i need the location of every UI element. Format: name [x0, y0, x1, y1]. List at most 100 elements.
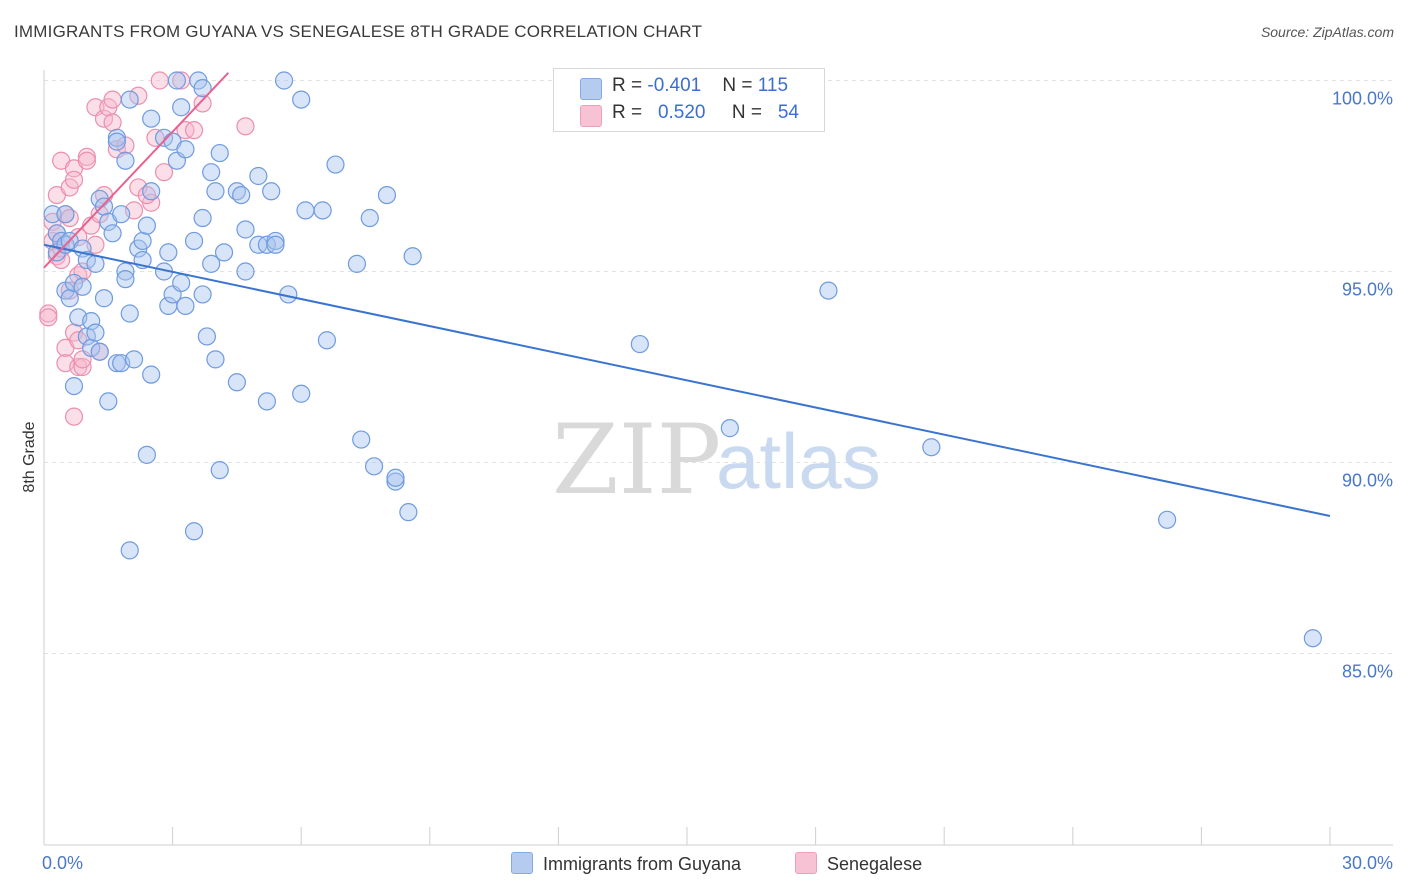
y-tick-label: 100.0%	[1332, 89, 1393, 109]
senegalese-swatch	[580, 105, 602, 127]
guyana-point	[56, 205, 75, 224]
guyana-point	[377, 186, 397, 205]
guyana-point	[176, 296, 195, 315]
guyana-point	[82, 312, 101, 331]
guyana-point	[107, 354, 126, 373]
senegalese-point	[129, 86, 148, 105]
senegalese-point	[103, 113, 122, 132]
r-label: R =	[612, 102, 648, 123]
senegalese-swatch	[795, 852, 817, 874]
guyana-point	[137, 445, 156, 464]
guyana-point	[43, 205, 62, 224]
guyana-point	[193, 285, 212, 304]
guyana-point	[236, 220, 255, 239]
guyana-point	[403, 247, 422, 266]
guyana-point	[1303, 629, 1322, 648]
guyana-point	[266, 231, 285, 251]
guyana-point	[154, 128, 174, 147]
guyana-point	[326, 155, 345, 174]
source-label: Source: ZipAtlas.com	[1260, 24, 1394, 40]
senegalese-point	[77, 147, 96, 166]
guyana-point	[364, 457, 384, 476]
axis-labels: 100.0% 95.0% 90.0% 85.0% 0.0% 30.0% 8th Grade	[21, 89, 1393, 874]
guyana-point	[172, 98, 191, 117]
guyana-point	[86, 254, 105, 273]
guyana-point	[206, 182, 225, 201]
legend-label-senegalese: Senegalese	[827, 854, 923, 874]
senegalese-point	[236, 117, 255, 136]
guyana-point	[116, 270, 135, 289]
senegalese-point	[73, 357, 92, 377]
guyana-point	[142, 365, 161, 384]
guyana-point	[184, 231, 204, 251]
guyana-point	[64, 377, 84, 396]
guyana-point	[292, 90, 311, 109]
guyana-point	[386, 472, 405, 491]
x-tick-label: 30.0%	[1342, 853, 1393, 873]
guyana-swatch	[511, 852, 533, 874]
guyana-point	[124, 350, 144, 369]
guyana-point	[360, 208, 379, 228]
guyana-point	[317, 331, 337, 350]
guyana-point	[176, 140, 195, 159]
gridlines	[44, 80, 1393, 654]
guyana-point	[1158, 510, 1177, 529]
guyana-point	[210, 143, 229, 163]
guyana-point	[266, 235, 285, 254]
guyana-point	[630, 334, 649, 354]
guyana-point	[352, 430, 371, 449]
guyana-point	[210, 461, 229, 480]
r-value: -0.401	[647, 75, 702, 96]
y-axis-label: 8th Grade	[21, 421, 38, 492]
chart-title: IMMIGRANTS FROM GUYANA VS SENEGALESE 8TH…	[14, 22, 703, 41]
guyana-point	[94, 289, 114, 308]
guyana-point	[107, 132, 126, 151]
guyana-point	[86, 323, 105, 342]
senegalese-point	[150, 71, 169, 90]
legend-item-senegalese[interactable]: Senegalese	[795, 852, 922, 875]
y-tick-label: 85.0%	[1342, 662, 1393, 682]
guyana-point	[120, 90, 139, 109]
senegalese-point	[39, 308, 58, 327]
n-value: 54	[777, 102, 799, 123]
guyana-point	[120, 304, 139, 323]
legend-label-guyana: Immigrants from Guyana	[543, 854, 742, 874]
guyana-point	[232, 186, 251, 205]
guyana-point	[922, 438, 941, 457]
watermark-zip: ZIP	[552, 404, 721, 516]
stats-legend: R = -0.401 N = 115 R = 0.520 N = 54	[553, 68, 825, 132]
guyana-point	[227, 373, 246, 392]
guyana-point	[116, 262, 135, 281]
guyana-trend-line	[43, 243, 1331, 517]
guyana-point	[257, 392, 277, 411]
senegalese-point	[39, 304, 58, 323]
guyana-point	[347, 254, 367, 273]
trend-lines	[43, 72, 1331, 517]
guyana-point	[94, 197, 114, 216]
guyana-swatch	[580, 78, 602, 100]
guyana-point	[116, 151, 135, 170]
guyana-point	[99, 392, 118, 411]
guyana-point	[202, 254, 221, 273]
guyana-point	[292, 384, 311, 403]
guyana-point	[819, 281, 838, 300]
guyana-point	[386, 468, 405, 487]
guyana-point	[202, 163, 221, 182]
guyana-point	[274, 71, 294, 90]
guyana-point	[193, 79, 212, 98]
guyana-point	[197, 327, 216, 346]
guyana-point	[120, 541, 139, 560]
guyana-point	[137, 216, 156, 235]
senegalese-point	[64, 407, 84, 426]
legend-item-guyana[interactable]: Immigrants from Guyana	[511, 852, 741, 875]
senegalese-point	[103, 90, 122, 109]
guyana-points	[43, 71, 1322, 648]
n-value: 115	[757, 75, 789, 96]
guyana-point	[73, 277, 92, 296]
senegalese-point	[64, 170, 84, 189]
guyana-point	[64, 273, 84, 293]
guyana-point	[399, 503, 418, 522]
x-tick-label: 0.0%	[42, 853, 83, 873]
watermark-atlas: atlas	[716, 417, 881, 505]
guyana-point	[172, 273, 191, 293]
